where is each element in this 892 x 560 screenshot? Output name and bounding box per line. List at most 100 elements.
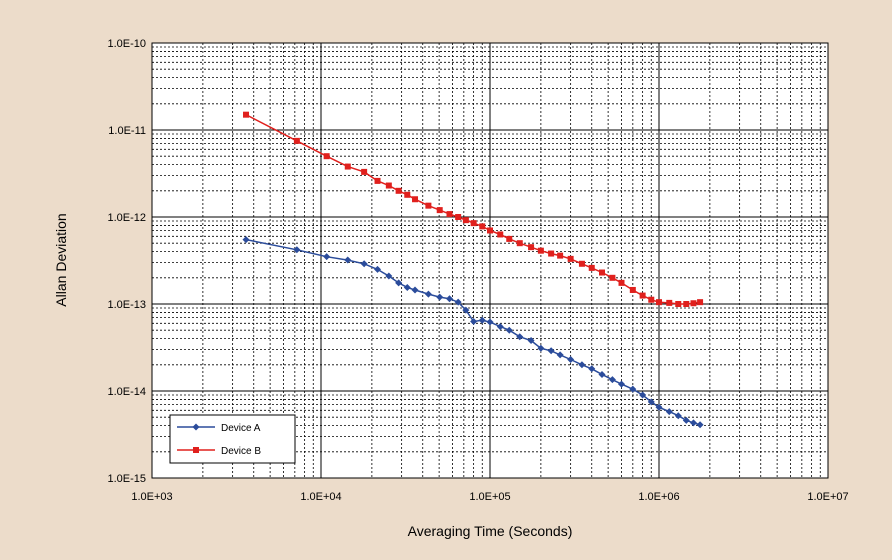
- data-point-device-a: [496, 323, 504, 331]
- series-layer: [242, 111, 704, 429]
- legend-label-device-b: Device B: [221, 446, 261, 457]
- data-point-device-a: [374, 265, 382, 273]
- data-point-device-a: [454, 298, 462, 306]
- legend: Device A Device B: [169, 414, 296, 464]
- data-point-device-b: [648, 296, 655, 303]
- series-device-a: [242, 236, 704, 429]
- data-point-device-b: [361, 168, 368, 175]
- data-point-device-a: [629, 385, 637, 393]
- data-point-device-a: [470, 317, 478, 325]
- data-point-device-b: [462, 217, 469, 224]
- data-point-device-a: [360, 260, 368, 268]
- data-point-device-b: [385, 182, 392, 189]
- data-point-device-a: [242, 236, 250, 244]
- x-tick-label: 1.0E+03: [131, 491, 172, 503]
- series-device-b: [243, 111, 704, 307]
- data-point-device-b: [578, 260, 585, 267]
- data-point-device-b: [479, 223, 486, 230]
- data-point-device-b: [516, 240, 523, 247]
- data-point-device-a: [647, 398, 655, 406]
- data-point-device-b: [470, 220, 477, 227]
- y-tick-label: 1.0E-11: [108, 125, 146, 137]
- data-point-device-b: [455, 214, 462, 220]
- plot-border: [151, 42, 829, 479]
- data-point-device-a: [323, 253, 331, 261]
- data-point-device-a: [436, 293, 444, 301]
- x-axis-ticks: 1.0E+03 1.0E+04 1.0E+05 1.0E+06 1.0E+07: [131, 491, 848, 503]
- data-point-device-a: [674, 412, 682, 420]
- data-point-device-b: [412, 196, 419, 203]
- data-point-device-a: [293, 246, 301, 254]
- data-point-device-b: [683, 301, 690, 307]
- data-point-device-a: [385, 272, 393, 280]
- y-tick-label: 1.0E-12: [107, 212, 146, 224]
- data-point-device-a: [537, 344, 545, 352]
- data-point-device-a: [547, 347, 555, 355]
- series-line-device-a: [245, 238, 701, 426]
- y-axis-ticks: 1.0E-10 1.0E-11 1.0E-12 1.0E-13 1.0E-14 1.0E-…: [107, 38, 146, 485]
- series-line-device-b: [245, 114, 701, 305]
- data-point-device-b: [528, 244, 535, 251]
- data-point-device-a: [478, 316, 486, 324]
- data-point-device-b: [436, 207, 443, 214]
- data-point-device-a: [403, 283, 411, 291]
- x-tick-label: 1.0E+04: [300, 491, 341, 503]
- data-point-device-b: [548, 250, 555, 257]
- data-point-device-a: [655, 403, 663, 411]
- data-point-device-b: [639, 292, 646, 299]
- x-tick-label: 1.0E+07: [807, 491, 848, 503]
- data-point-device-a: [505, 326, 513, 334]
- legend-label-device-a: Device A: [221, 423, 261, 434]
- data-point-device-b: [425, 202, 432, 209]
- legend-marker-device-b: [193, 447, 199, 453]
- data-point-device-a: [516, 333, 524, 341]
- data-point-device-a: [578, 361, 586, 369]
- data-point-device-a: [411, 286, 419, 294]
- data-point-device-b: [609, 274, 616, 281]
- data-point-device-a: [682, 416, 690, 424]
- data-point-device-b: [629, 286, 636, 293]
- data-point-device-b: [675, 301, 682, 307]
- data-point-device-a: [608, 376, 616, 384]
- data-point-device-a: [556, 351, 564, 359]
- data-point-device-a: [395, 279, 403, 287]
- y-tick-label: 1.0E-10: [107, 38, 146, 50]
- data-point-device-a: [567, 356, 575, 364]
- data-point-device-a: [689, 419, 697, 427]
- x-axis-title: Averaging Time (Seconds): [408, 523, 573, 539]
- data-point-device-b: [588, 264, 595, 271]
- data-point-device-b: [656, 299, 662, 306]
- y-axis-title: Allan Deviation: [53, 213, 69, 306]
- data-point-device-b: [506, 235, 513, 242]
- data-point-device-b: [487, 227, 493, 234]
- data-point-device-b: [293, 137, 300, 144]
- data-point-device-a: [618, 380, 626, 388]
- data-point-device-a: [462, 306, 470, 314]
- data-point-device-b: [537, 247, 544, 254]
- data-point-device-b: [374, 177, 381, 184]
- y-tick-label: 1.0E-15: [107, 473, 146, 485]
- x-tick-label: 1.0E+06: [638, 491, 679, 503]
- data-point-device-a: [598, 370, 606, 378]
- legend-box: [169, 414, 296, 464]
- data-point-device-b: [618, 279, 625, 286]
- data-point-device-a: [527, 337, 535, 345]
- data-point-device-a: [344, 256, 352, 264]
- data-point-device-a: [588, 365, 596, 373]
- data-point-device-b: [497, 231, 504, 238]
- data-point-device-b: [690, 300, 697, 307]
- data-point-device-b: [395, 187, 402, 194]
- data-point-device-b: [323, 153, 330, 160]
- x-tick-label: 1.0E+05: [469, 491, 510, 503]
- data-point-device-a: [424, 290, 432, 298]
- y-tick-label: 1.0E-13: [107, 299, 146, 311]
- data-point-device-b: [404, 191, 411, 198]
- data-point-device-b: [697, 299, 704, 306]
- data-point-device-b: [567, 255, 574, 262]
- data-point-device-a: [486, 318, 494, 326]
- data-point-device-a: [639, 391, 647, 399]
- data-point-device-b: [599, 269, 606, 276]
- data-point-device-a: [665, 408, 673, 416]
- data-point-device-b: [557, 252, 564, 259]
